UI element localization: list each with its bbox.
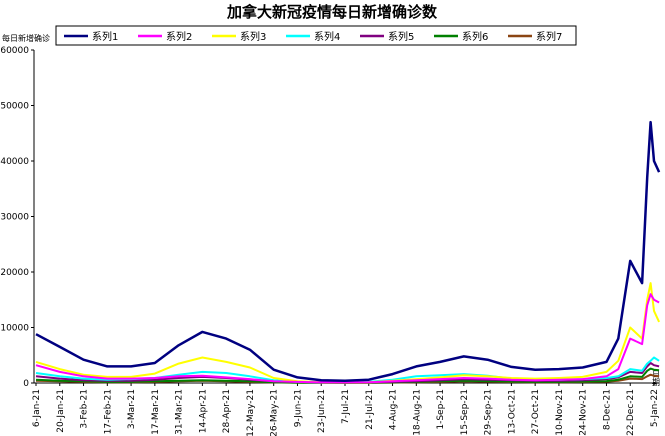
y-tick-label: 60000: [0, 46, 29, 56]
x-tick-label: 3-Mar-21: [127, 389, 137, 429]
series-line-2: [35, 293, 660, 384]
x-tick-label: 14-Apr-21: [198, 389, 208, 433]
x-tick-label: 27-Oct-21: [531, 389, 541, 434]
x-tick-label: 5-Jan-22: [650, 389, 660, 427]
x-tick-label: 29-Sep-21: [484, 389, 494, 435]
legend-label: 系列5: [388, 30, 414, 43]
x-tick-label: 3-Feb-21: [80, 389, 90, 429]
x-tick-label: 23-Jun-21: [317, 389, 327, 433]
legend-label: 系列4: [314, 30, 340, 43]
legend: 系列1 系列2 系列3 系列4 系列5 系列6 系列7: [55, 25, 577, 46]
y-tick-label: 0: [23, 379, 29, 389]
x-axis-label: 日期: [652, 370, 661, 387]
x-tick-label: 21-Jul-21: [365, 389, 375, 430]
x-tick-label: 4-Aug-21: [389, 389, 399, 430]
x-tick-label: 1-Sep-21: [436, 389, 446, 430]
x-tick-label: 12-May-21: [246, 389, 256, 436]
x-tick-label: 26-May-21: [270, 389, 280, 436]
legend-label: 系列1: [92, 30, 118, 43]
x-tick-label: 9-Jun-21: [293, 389, 303, 427]
x-tick-label: 18-Aug-21: [412, 389, 422, 436]
y-axis: 0 10000 20000 30000 40000 50000 60000: [0, 46, 35, 389]
x-tick-label: 13-Oct-21: [507, 389, 517, 434]
chart-title: 加拿大新冠疫情每日新增确诊数: [226, 3, 438, 21]
legend-box: [55, 25, 577, 46]
series-lines: [35, 120, 661, 384]
x-tick-label: 10-Nov-21: [555, 389, 565, 436]
x-tick-label: 17-Feb-21: [103, 389, 113, 434]
series-line-1: [35, 120, 661, 383]
y-tick-label: 50000: [0, 102, 29, 112]
legend-label: 系列3: [240, 30, 266, 43]
x-tick-label: 17-Mar-21: [151, 389, 161, 435]
x-tick-label: 22-Dec-21: [626, 389, 636, 436]
y-tick-label: 30000: [0, 213, 29, 223]
y-axis-label: 每日新增确诊: [2, 33, 50, 43]
y-tick-label: 40000: [0, 157, 29, 167]
legend-label: 系列7: [536, 30, 562, 43]
y-tick-label: 10000: [0, 324, 29, 334]
x-tick-label: 24-Nov-21: [579, 389, 589, 436]
x-tick-label: 31-Mar-21: [175, 389, 185, 435]
y-tick-label: 20000: [0, 268, 29, 278]
x-tick-label: 20-Jan-21: [56, 389, 66, 433]
legend-label: 系列6: [462, 30, 488, 43]
x-tick-label: 15-Sep-21: [460, 389, 470, 435]
x-tick-label: 8-Dec-21: [602, 389, 612, 430]
x-tick-label: 28-Apr-21: [222, 389, 232, 433]
legend-label: 系列2: [166, 30, 192, 43]
x-tick-label: 6-Jan-21: [32, 389, 42, 427]
x-tick-label: 7-Jul-21: [341, 389, 351, 424]
x-axis: 6-Jan-21 20-Jan-21 3-Feb-21 17-Feb-21 3-Mar-…: [32, 370, 661, 436]
